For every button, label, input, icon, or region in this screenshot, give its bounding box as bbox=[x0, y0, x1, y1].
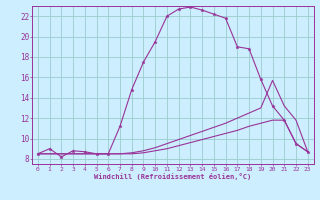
X-axis label: Windchill (Refroidissement éolien,°C): Windchill (Refroidissement éolien,°C) bbox=[94, 173, 252, 180]
